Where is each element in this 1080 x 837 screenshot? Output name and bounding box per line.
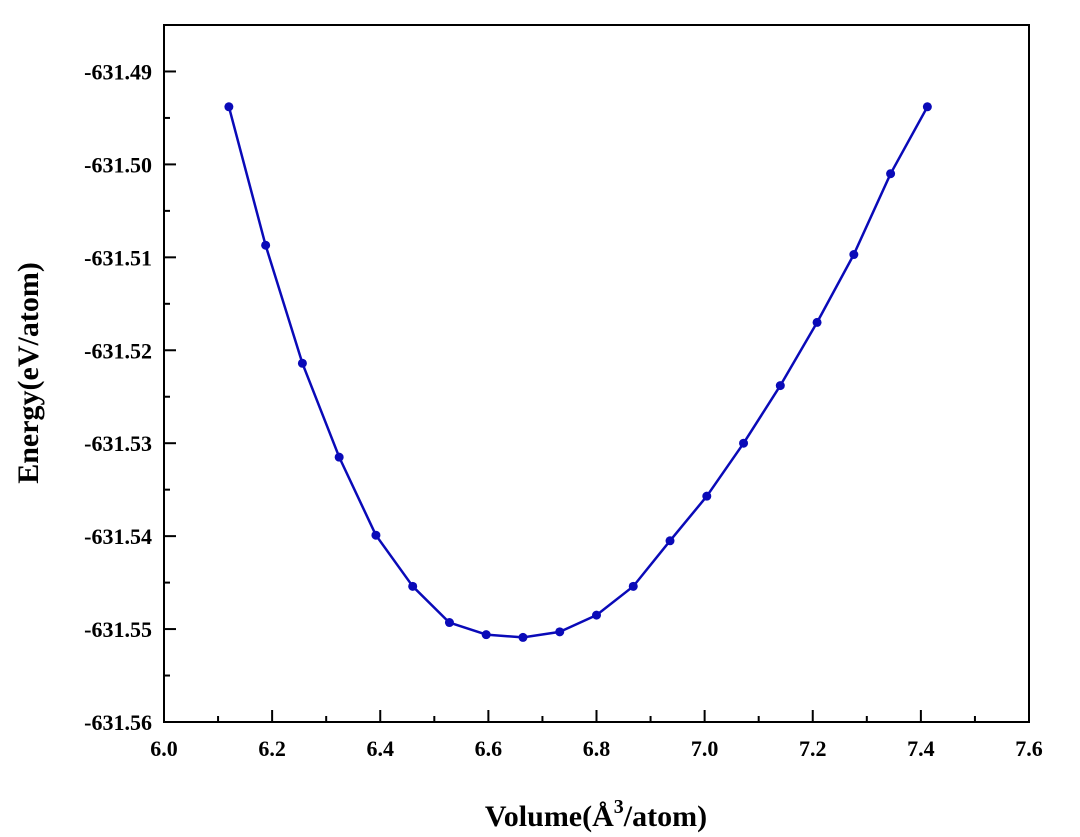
x-tick-label: 6.6: [475, 736, 503, 761]
y-tick-label: -631.55: [84, 617, 152, 642]
data-point: [628, 581, 638, 591]
y-tick-label: -631.50: [84, 152, 152, 177]
y-axis-ticks: -631.49 -631.50 -631.51 -631.52 -631.53 -631.…: [84, 59, 176, 735]
data-point: [739, 438, 749, 448]
x-axis-title: Volume(Å3/atom): [485, 796, 707, 833]
data-point: [812, 317, 822, 327]
data-point: [481, 630, 491, 640]
data-point: [444, 618, 454, 628]
data-point: [371, 530, 381, 540]
y-tick-label: -631.56: [84, 710, 152, 735]
x-tick-label: 6.0: [150, 736, 178, 761]
data-point: [224, 102, 234, 112]
series-line: [227, 106, 929, 639]
y-axis-title: Energy(eV/atom): [12, 262, 45, 484]
data-point: [518, 632, 528, 642]
y-tick-label: -631.51: [84, 245, 152, 270]
x-axis-title-sup: 3: [614, 796, 624, 818]
y-tick-label: -631.53: [84, 431, 152, 456]
data-point: [261, 240, 271, 250]
x-tick-label: 6.8: [583, 736, 611, 761]
data-point: [592, 610, 601, 620]
data-point: [922, 102, 932, 112]
y-tick-label: -631.52: [84, 338, 152, 363]
x-tick-label: 7.6: [1015, 736, 1043, 761]
data-point: [408, 581, 418, 591]
x-tick-label: 6.2: [258, 736, 286, 761]
data-point: [334, 452, 344, 462]
x-axis-ticks: 6.0 6.2 6.4 6.6 6.8 7.0 7.2 7.4 7.6: [150, 710, 1043, 761]
series-group: [224, 102, 932, 642]
data-point: [555, 627, 565, 637]
data-point: [665, 536, 675, 546]
x-tick-label: 7.2: [799, 736, 827, 761]
data-point: [849, 250, 859, 260]
data-point: [775, 381, 785, 391]
data-point: [886, 169, 896, 179]
y-tick-label: -631.49: [84, 59, 152, 84]
data-point: [297, 358, 307, 368]
data-point: [702, 491, 712, 501]
x-tick-label: 7.4: [907, 736, 935, 761]
x-axis-title-prefix: Volume(Å: [485, 800, 614, 833]
y-tick-label: -631.54: [84, 524, 152, 549]
x-tick-label: 7.0: [691, 736, 719, 761]
x-tick-label: 6.4: [367, 736, 395, 761]
x-axis-title-suffix: /atom): [623, 800, 707, 833]
